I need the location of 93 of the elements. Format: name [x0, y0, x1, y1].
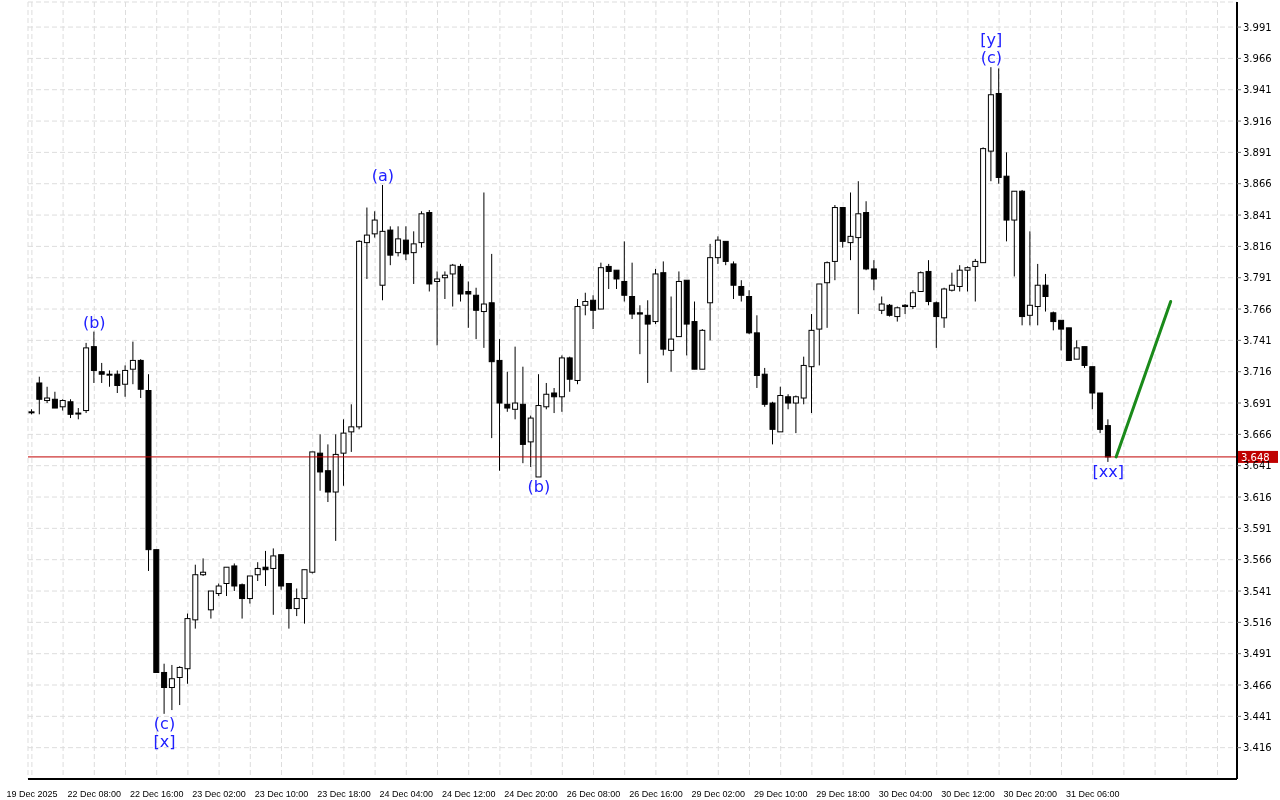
annotation: [xx]: [1092, 462, 1125, 482]
x-tick-label: 24 Dec 12:00: [441, 789, 496, 799]
candlestick: [473, 287, 480, 340]
candlestick: [792, 395, 799, 434]
candlestick: [738, 279, 745, 303]
y-tick-label: 3.891: [1243, 146, 1272, 158]
candlestick: [122, 364, 129, 398]
candlestick: [207, 590, 214, 620]
x-tick-label: 22 Dec 08:00: [67, 789, 122, 799]
x-tick-label: 19 Dec 2025: [6, 789, 58, 799]
candlestick: [504, 371, 511, 413]
candlestick: [551, 387, 558, 414]
y-tick-label: 3.991: [1243, 21, 1272, 33]
candlestick: [972, 258, 979, 303]
candlestick: [441, 270, 448, 300]
y-tick-label: 3.516: [1243, 616, 1272, 628]
x-tick-label: 23 Dec 10:00: [254, 789, 309, 799]
candlestick: [480, 191, 487, 349]
x-tick-label: 29 Dec 02:00: [691, 789, 746, 799]
y-tick-label: 3.716: [1243, 366, 1272, 378]
x-tick-label: 24 Dec 04:00: [379, 789, 434, 799]
y-tick-label: 3.816: [1243, 240, 1272, 252]
candlestick: [902, 303, 909, 315]
candlestick: [909, 289, 916, 310]
annotation: (b): [82, 312, 106, 332]
y-tick-label: 3.466: [1243, 679, 1272, 691]
candlestick: [434, 270, 441, 346]
candlestick: [582, 292, 589, 316]
y-tick-label: 3.791: [1243, 272, 1272, 284]
x-tick-label: 29 Dec 10:00: [753, 789, 808, 799]
candlestick: [1058, 319, 1065, 351]
candlestick: [636, 304, 643, 355]
y-tick-label: 3.866: [1243, 178, 1272, 190]
annotation: (a): [371, 165, 395, 185]
y-tick-label: 3.666: [1243, 428, 1272, 440]
candlestick: [90, 331, 97, 384]
y-tick-label: 3.966: [1243, 52, 1272, 64]
candlestick: [1026, 230, 1033, 326]
y-tick-label: 3.541: [1243, 585, 1272, 597]
candlestick: [324, 443, 331, 503]
candlestick: [410, 230, 417, 285]
candlestick: [239, 583, 246, 620]
candlestick: [246, 575, 253, 605]
annotation: [y]: [980, 30, 1003, 50]
candlestick: [44, 386, 51, 404]
candlestick: [870, 259, 877, 291]
candlestick: [129, 341, 136, 385]
candlestick: [824, 260, 831, 329]
y-tick-label: 3.591: [1243, 522, 1272, 534]
annotation: (c): [153, 714, 176, 734]
y-tick-label: 3.566: [1243, 554, 1272, 566]
annotation: (b): [527, 477, 551, 497]
x-tick-label: 29 Dec 18:00: [816, 789, 870, 799]
y-tick-label: 3.441: [1243, 710, 1272, 722]
candlestick: [621, 240, 628, 303]
y-tick-label: 3.841: [1243, 209, 1272, 221]
x-tick-label: 30 Dec 20:00: [1003, 789, 1058, 799]
x-tick-label: 26 Dec 08:00: [566, 789, 621, 799]
y-tick-label: 3.916: [1243, 115, 1272, 127]
candlestick: [317, 433, 324, 492]
candlestick: [161, 663, 168, 715]
x-tick-label: 24 Dec 20:00: [504, 789, 558, 799]
x-tick-label: 31 Dec 06:00: [1065, 789, 1120, 799]
x-tick-label: 26 Dec 16:00: [629, 789, 683, 799]
candlestick: [512, 346, 519, 420]
x-tick-label: 22 Dec 16:00: [129, 789, 184, 799]
candlestick: [402, 225, 409, 261]
annotation: (c): [980, 48, 1002, 68]
y-tick-label: 3.616: [1243, 491, 1272, 503]
candlestick: [36, 376, 43, 415]
x-tick-label: 23 Dec 18:00: [317, 789, 371, 799]
y-tick-label: 3.766: [1243, 303, 1272, 315]
candlestick: [363, 207, 370, 280]
y-tick-label: 3.941: [1243, 84, 1272, 96]
x-tick-label: 30 Dec 04:00: [878, 789, 933, 799]
candlestick: [933, 301, 940, 349]
candlestick: [590, 294, 597, 330]
candlestick: [629, 262, 636, 320]
y-tick-label: 3.491: [1243, 648, 1272, 660]
y-tick-label: 3.416: [1243, 742, 1272, 754]
y-tick-label: 3.691: [1243, 397, 1272, 409]
x-tick-label: 30 Dec 12:00: [941, 789, 995, 799]
candlestick: [200, 557, 207, 577]
candlestick: [722, 240, 729, 266]
candlestick: [395, 225, 402, 257]
candlestick: [168, 664, 175, 711]
y-tick-label: 3.741: [1243, 334, 1272, 346]
annotation: [x]: [153, 732, 176, 752]
x-tick-label: 23 Dec 02:00: [192, 789, 246, 799]
candlestick: [714, 235, 721, 265]
candlestick: [730, 260, 737, 300]
candlestick: [668, 296, 675, 373]
candlestick: [785, 393, 792, 410]
